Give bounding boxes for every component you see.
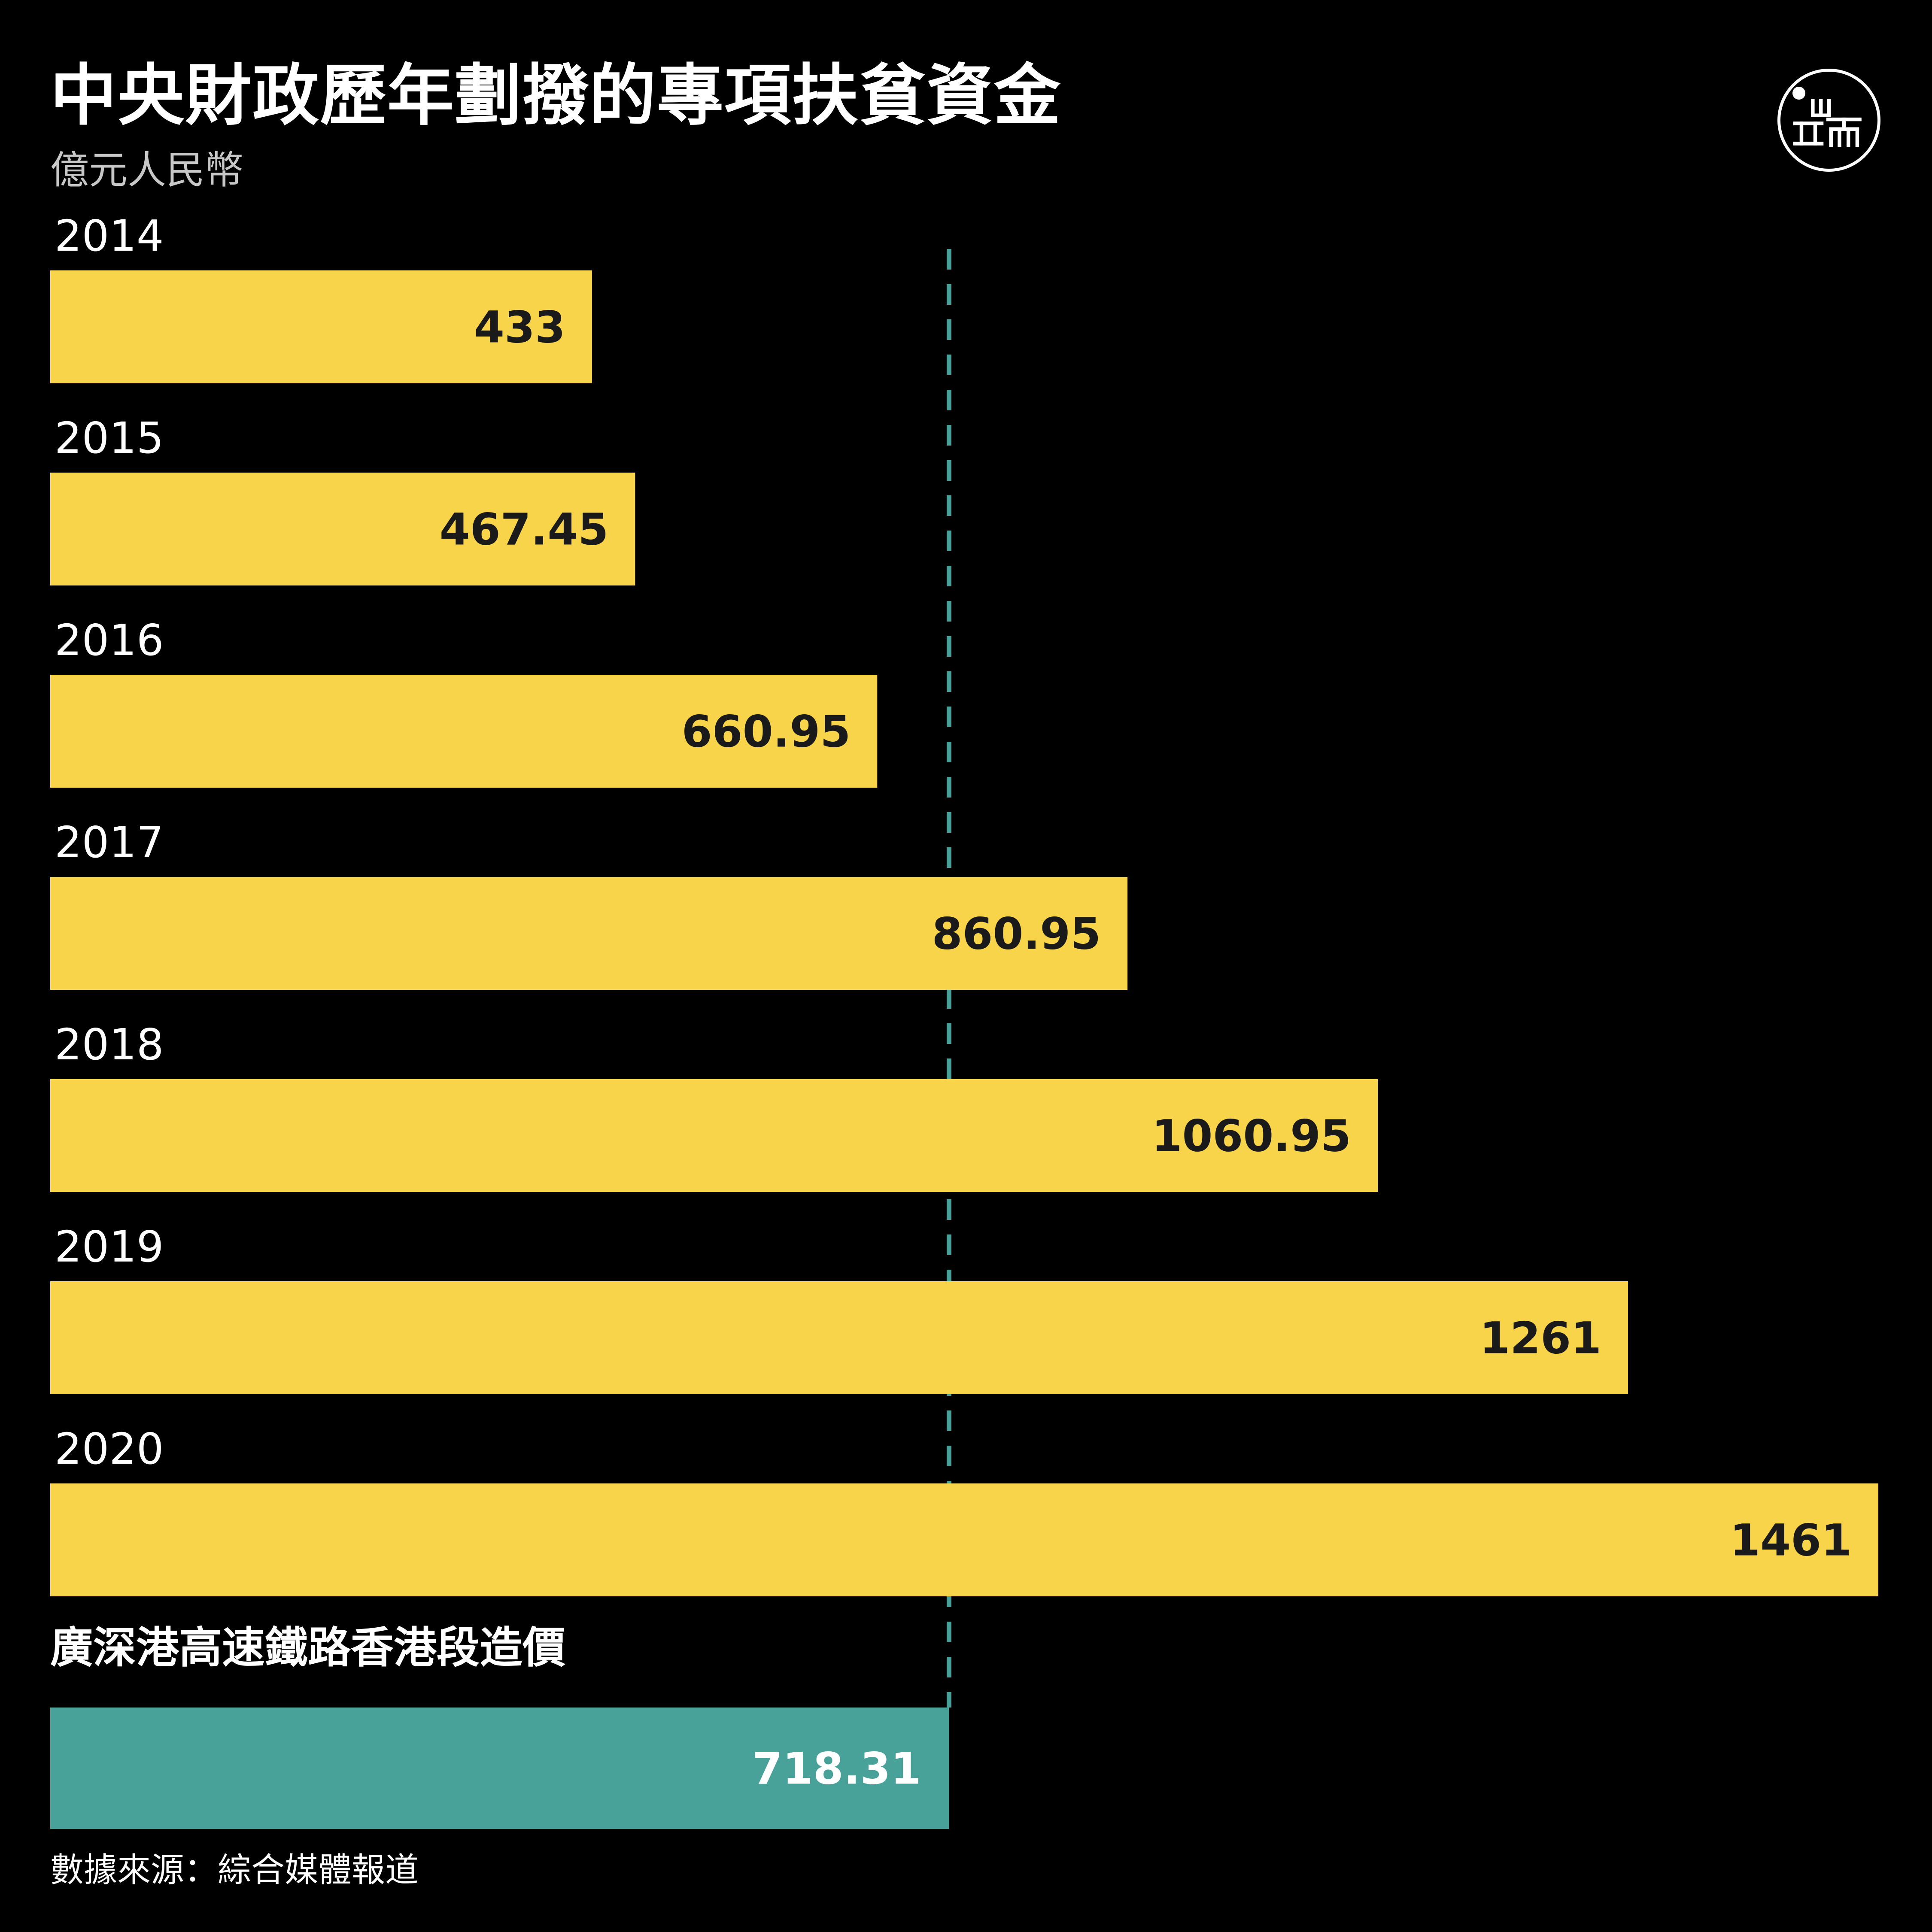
bar-value-label: 660.95 — [682, 707, 851, 758]
bar — [50, 473, 635, 585]
bar — [50, 877, 1128, 990]
bar-value-label: 860.95 — [932, 909, 1101, 960]
year-label: 2014 — [55, 211, 164, 261]
bar — [50, 270, 592, 383]
year-label: 2016 — [55, 615, 164, 665]
bar — [50, 1483, 1878, 1596]
source-note: 數據來源：綜合媒體報道 — [50, 1851, 419, 1890]
bar — [50, 675, 878, 788]
initium-logo-icon — [1777, 69, 1880, 172]
year-label: 2017 — [55, 817, 164, 867]
year-label: 2015 — [55, 413, 164, 463]
bar-value-label: 467.45 — [440, 504, 609, 555]
bar — [50, 1079, 1378, 1192]
bar-value-label: 433 — [474, 302, 565, 353]
logo-glyph-icon — [1793, 99, 1862, 147]
reference-label: 廣深港高速鐵路香港段造價 — [50, 1623, 565, 1673]
logo-dot-icon — [1792, 87, 1805, 100]
bar-value-label: 1461 — [1730, 1515, 1852, 1566]
chart-unit-label: 億元人民幣 — [50, 148, 243, 193]
bar-value-label: 1261 — [1479, 1313, 1601, 1364]
reference-bar — [50, 1708, 949, 1829]
reference-value-label: 718.31 — [752, 1744, 921, 1795]
bar — [50, 1281, 1628, 1394]
chart-title: 中央財政歷年劃撥的專項扶貧資金 — [50, 57, 1061, 134]
bar-value-label: 1060.95 — [1151, 1111, 1351, 1162]
year-label: 2018 — [55, 1019, 164, 1070]
year-label: 2020 — [55, 1424, 164, 1474]
year-label: 2019 — [55, 1222, 164, 1272]
